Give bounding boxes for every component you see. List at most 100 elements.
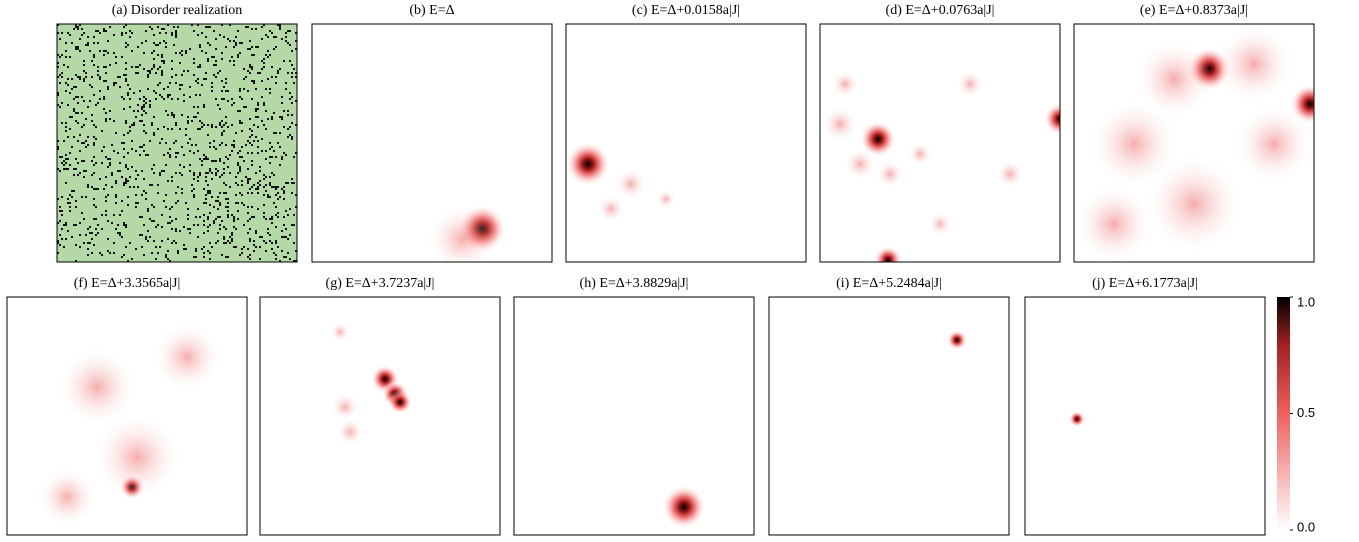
- impurity: [67, 230, 69, 232]
- impurity: [227, 38, 229, 40]
- impurity: [131, 32, 133, 34]
- impurity: [193, 30, 195, 32]
- impurity: [225, 78, 227, 80]
- impurity: [255, 88, 257, 90]
- impurity: [139, 154, 141, 156]
- impurity: [207, 192, 209, 194]
- panel-frame: [259, 296, 501, 536]
- impurity: [139, 234, 141, 236]
- impurity: [207, 216, 209, 218]
- impurity: [153, 90, 155, 92]
- impurity: [177, 200, 179, 202]
- impurity: [223, 172, 225, 174]
- impurity: [251, 80, 253, 82]
- impurity: [215, 64, 217, 66]
- impurity: [275, 214, 277, 216]
- impurity: [257, 72, 259, 74]
- impurity: [75, 200, 77, 202]
- impurity: [123, 108, 125, 110]
- impurity: [57, 24, 59, 26]
- impurity: [235, 202, 237, 204]
- impurity: [151, 68, 153, 70]
- impurity: [95, 162, 97, 164]
- impurity: [175, 156, 177, 158]
- impurity: [239, 52, 241, 54]
- impurity: [199, 172, 201, 174]
- impurity: [263, 240, 265, 242]
- impurity: [97, 224, 99, 226]
- impurity: [57, 76, 59, 78]
- impurity: [229, 24, 231, 26]
- impurity: [135, 116, 137, 118]
- impurity: [247, 168, 249, 170]
- impurity: [255, 172, 257, 174]
- impurity: [83, 60, 85, 62]
- impurity: [129, 88, 131, 90]
- impurity: [213, 146, 215, 148]
- impurity: [143, 106, 145, 108]
- impurity: [275, 240, 277, 242]
- impurity: [75, 96, 77, 98]
- impurity: [193, 178, 195, 180]
- impurity: [181, 74, 183, 76]
- impurity: [161, 214, 163, 216]
- impurity: [205, 198, 207, 200]
- impurity: [211, 86, 213, 88]
- impurity: [89, 50, 91, 52]
- impurity: [235, 228, 237, 230]
- impurity: [121, 56, 123, 58]
- spot: [1069, 411, 1085, 427]
- impurity: [275, 186, 277, 188]
- impurity: [235, 176, 237, 178]
- impurity: [167, 258, 169, 260]
- impurity: [95, 218, 97, 220]
- impurity: [267, 78, 269, 80]
- impurity: [221, 120, 223, 122]
- impurity: [139, 146, 141, 148]
- impurity: [91, 232, 93, 234]
- impurity: [125, 224, 127, 226]
- impurity: [269, 88, 271, 90]
- impurity: [67, 78, 69, 80]
- impurity: [285, 40, 287, 42]
- impurity: [287, 238, 289, 240]
- impurity: [265, 176, 267, 178]
- impurity: [249, 64, 251, 66]
- impurity: [179, 230, 181, 232]
- impurity: [253, 184, 255, 186]
- impurity: [213, 74, 215, 76]
- impurity: [125, 166, 127, 168]
- impurity: [145, 238, 147, 240]
- impurity: [257, 46, 259, 48]
- impurity: [229, 40, 231, 42]
- impurity: [91, 252, 93, 254]
- impurity: [193, 116, 195, 118]
- impurity: [153, 220, 155, 222]
- impurity: [135, 202, 137, 204]
- impurity: [137, 186, 139, 188]
- impurity: [255, 108, 257, 110]
- impurity: [185, 128, 187, 130]
- impurity: [233, 246, 235, 248]
- impurity: [229, 172, 231, 174]
- impurity: [175, 52, 177, 54]
- impurity: [265, 242, 267, 244]
- impurity: [277, 24, 279, 26]
- impurity: [239, 96, 241, 98]
- impurity: [73, 190, 75, 192]
- impurity: [217, 232, 219, 234]
- impurity: [107, 220, 109, 222]
- impurity: [175, 230, 177, 232]
- impurity: [113, 214, 115, 216]
- impurity: [263, 178, 265, 180]
- impurity: [127, 260, 129, 262]
- impurity: [199, 64, 201, 66]
- impurity: [221, 58, 223, 60]
- impurity: [165, 46, 167, 48]
- impurity: [199, 174, 201, 176]
- impurity: [117, 152, 119, 154]
- colorbar: [1277, 297, 1290, 530]
- impurity: [215, 168, 217, 170]
- impurity: [165, 256, 167, 258]
- impurity: [71, 42, 73, 44]
